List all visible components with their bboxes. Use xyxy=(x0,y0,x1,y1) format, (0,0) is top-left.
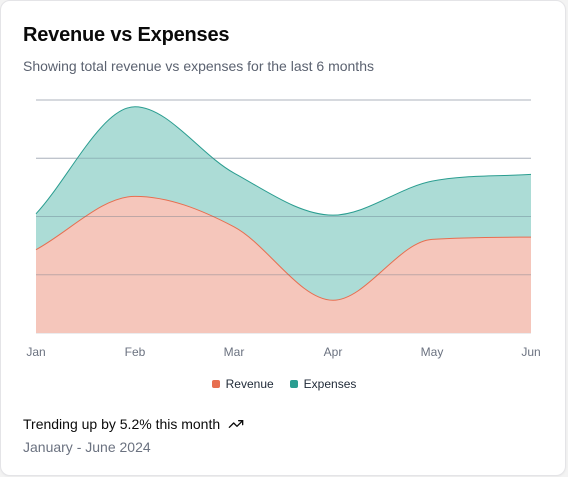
x-tick-label: May xyxy=(421,345,444,359)
legend-label-expenses: Expenses xyxy=(303,377,357,391)
x-tick-label: Jan xyxy=(26,345,45,359)
line-expenses xyxy=(35,106,532,216)
legend-swatch-revenue xyxy=(211,380,220,388)
line-revenue xyxy=(35,195,532,301)
legend-item-expenses: Expenses xyxy=(289,377,357,391)
area-expenses xyxy=(36,106,531,301)
area-chart: Jan Feb Mar Apr May Jun xyxy=(26,99,541,359)
chart-areas xyxy=(35,99,532,333)
area-revenue xyxy=(36,196,531,333)
x-tick-label: Mar xyxy=(224,345,245,359)
x-axis-ticks: Jan Feb Mar Apr May Jun xyxy=(26,345,540,359)
date-range: January - June 2024 xyxy=(23,439,151,455)
trending-up-icon xyxy=(228,416,244,432)
legend-swatch-expenses xyxy=(289,380,298,388)
card-title: Revenue vs Expenses xyxy=(23,24,230,46)
trend-line: Trending up by 5.2% this month xyxy=(23,416,244,432)
x-tick-label: Apr xyxy=(324,345,343,359)
x-tick-label: Jun xyxy=(521,345,540,359)
legend-label-revenue: Revenue xyxy=(225,377,274,391)
trend-text: Trending up by 5.2% this month xyxy=(23,416,221,432)
x-tick-label: Feb xyxy=(125,345,146,359)
card-subtitle: Showing total revenue vs expenses for th… xyxy=(23,58,374,74)
legend-item-revenue: Revenue xyxy=(211,377,274,391)
chart-legend: Revenue Expenses xyxy=(1,377,567,391)
